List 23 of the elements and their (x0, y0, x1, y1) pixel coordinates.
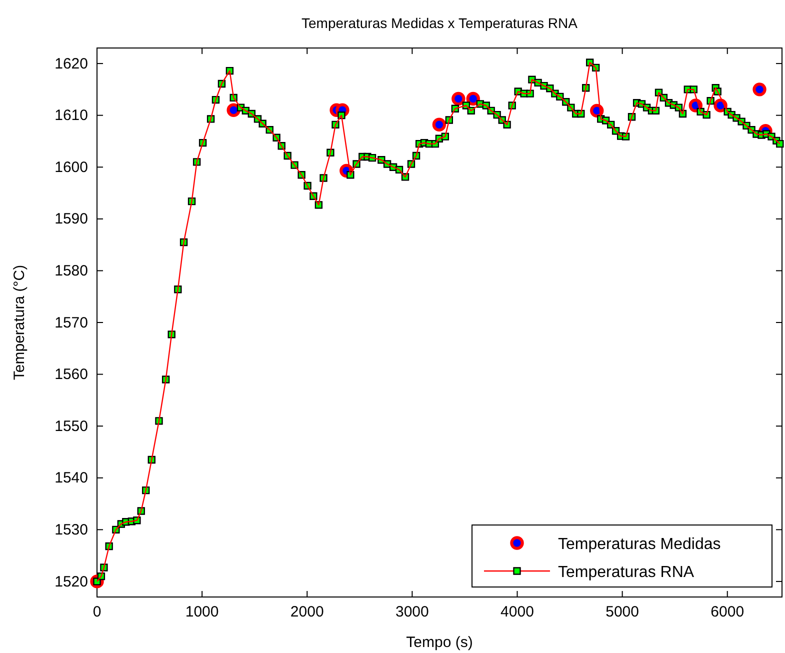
y-tick-label: 1530 (54, 521, 88, 538)
x-tick-label: 5000 (606, 604, 639, 621)
y-tick-label: 1580 (54, 262, 88, 280)
legend-label: Temperaturas Medidas (558, 536, 721, 553)
y-tick-label: 1550 (54, 418, 88, 435)
x-tick-label: 0 (92, 604, 102, 621)
x-axis-title: Tempo (s) (406, 634, 473, 651)
y-tick-label: 1560 (54, 366, 88, 384)
x-tick-label: 3000 (395, 604, 429, 621)
y-tick-label: 1520 (54, 573, 88, 590)
x-tick-label: 4000 (500, 604, 534, 621)
y-tick-label: 1590 (54, 210, 88, 228)
y-tick-label: 1610 (54, 107, 88, 124)
y-tick-label: 1570 (54, 314, 88, 332)
x-tick-label: 6000 (710, 604, 744, 621)
y-axis-title: Temperatura (°C) (11, 264, 28, 380)
legend-label: Temperaturas RNA (558, 564, 694, 581)
y-tick-label: 1600 (54, 158, 88, 176)
y-tick-label: 1620 (54, 55, 88, 72)
x-tick-label: 2000 (290, 604, 324, 621)
chart-title: Temperaturas Medidas x Temperaturas RNA (302, 15, 578, 31)
y-tick-label: 1540 (54, 470, 88, 487)
x-tick-label: 1000 (185, 604, 219, 621)
